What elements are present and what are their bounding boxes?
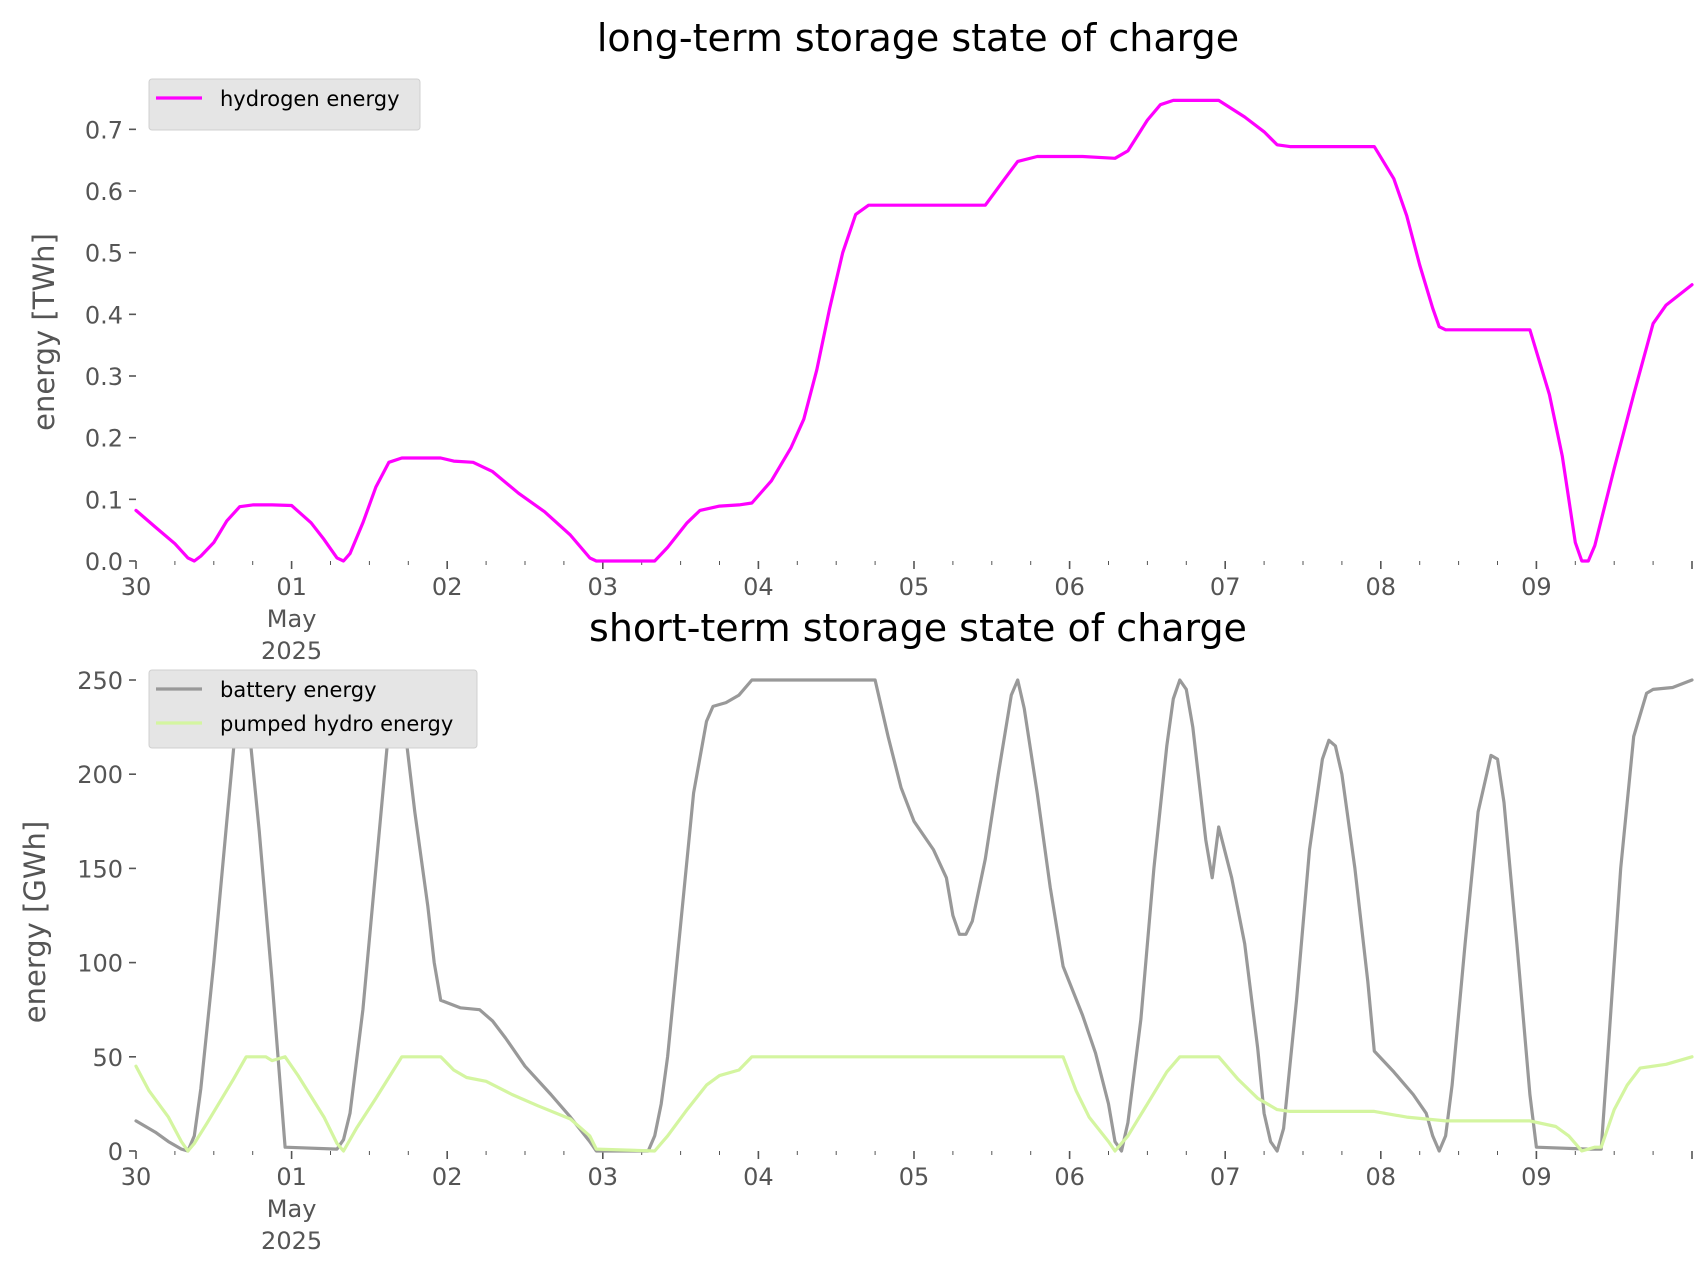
chart-short-term: short-term storage state of charge energ…	[18, 606, 1694, 1255]
x-tick-label: 2025	[261, 1227, 322, 1255]
y-tick-label: 0.3	[85, 363, 123, 391]
y-tick-label: 0.5	[85, 240, 123, 268]
y-axis-label: energy [GWh]	[18, 821, 52, 1023]
y-tick-label: 200	[77, 761, 123, 789]
x-tick-label: 02	[432, 573, 463, 601]
x-tick-label: 01	[276, 1163, 307, 1191]
legend: battery energy pumped hydro energy	[148, 669, 478, 749]
x-tick-label: 05	[899, 1163, 930, 1191]
chart-long-term: long-term storage state of charge energy…	[27, 16, 1694, 665]
y-tick-label: 50	[92, 1044, 123, 1072]
x-tick-label: 03	[588, 573, 619, 601]
x-tick-label: 30	[121, 1163, 152, 1191]
legend-box	[148, 78, 421, 131]
x-tick-label: 07	[1210, 573, 1241, 601]
legend-label: pumped hydro energy	[220, 712, 453, 736]
legend: hydrogen energy	[148, 78, 421, 131]
x-tick-label: 06	[1054, 573, 1085, 601]
y-tick-label: 0.2	[85, 425, 123, 453]
x-tick-label: 09	[1521, 573, 1552, 601]
series-line-pumped-hydro-energy	[134, 1055, 1694, 1153]
x-tick-label: 01	[276, 573, 307, 601]
y-axis-label: energy [TWh]	[27, 233, 61, 431]
x-ticks: 30 01 May 2025 02 03 04 05 06 07 08 09	[121, 1151, 1693, 1255]
y-tick-label: 0.1	[85, 486, 123, 514]
legend-label: battery energy	[220, 678, 377, 702]
chart-title: long-term storage state of charge	[597, 16, 1239, 60]
legend-label: hydrogen energy	[220, 87, 400, 111]
x-tick-label: 08	[1366, 573, 1397, 601]
legend-box	[148, 669, 478, 749]
series-layer	[134, 98, 1694, 563]
x-ticks: 30 01 May 2025 02 03 04 05 06 07 08 09	[121, 561, 1693, 665]
series-layer	[134, 678, 1694, 1153]
y-tick-label: 150	[77, 855, 123, 883]
x-tick-label: 09	[1521, 1163, 1552, 1191]
y-tick-label: 100	[77, 950, 123, 978]
x-tick-label: 08	[1366, 1163, 1397, 1191]
y-tick-label: 0.4	[85, 301, 123, 329]
x-tick-label: 30	[121, 573, 152, 601]
x-tick-label: 02	[432, 1163, 463, 1191]
y-ticks: 0.0 0.1 0.2 0.3 0.4 0.5 0.6 0.7	[85, 116, 136, 576]
y-tick-label: 0.6	[85, 178, 123, 206]
x-tick-label: 04	[743, 573, 774, 601]
x-tick-label: 05	[899, 573, 930, 601]
y-tick-label: 250	[77, 667, 123, 695]
x-tick-label: 06	[1054, 1163, 1085, 1191]
x-tick-label: 07	[1210, 1163, 1241, 1191]
series-line-battery-energy	[134, 678, 1694, 1153]
chart-title: short-term storage state of charge	[589, 606, 1247, 650]
y-ticks: 0 50 100 150 200 250	[77, 667, 136, 1166]
x-tick-label: May	[267, 1195, 317, 1223]
y-tick-label: 0.7	[85, 116, 123, 144]
x-tick-label: 2025	[261, 637, 322, 665]
y-tick-label: 0.0	[85, 548, 123, 576]
x-tick-label: 04	[743, 1163, 774, 1191]
x-tick-label: 03	[588, 1163, 619, 1191]
series-line-hydrogen-energy	[134, 98, 1694, 563]
y-tick-label: 0	[108, 1138, 123, 1166]
x-tick-label: May	[267, 605, 317, 633]
